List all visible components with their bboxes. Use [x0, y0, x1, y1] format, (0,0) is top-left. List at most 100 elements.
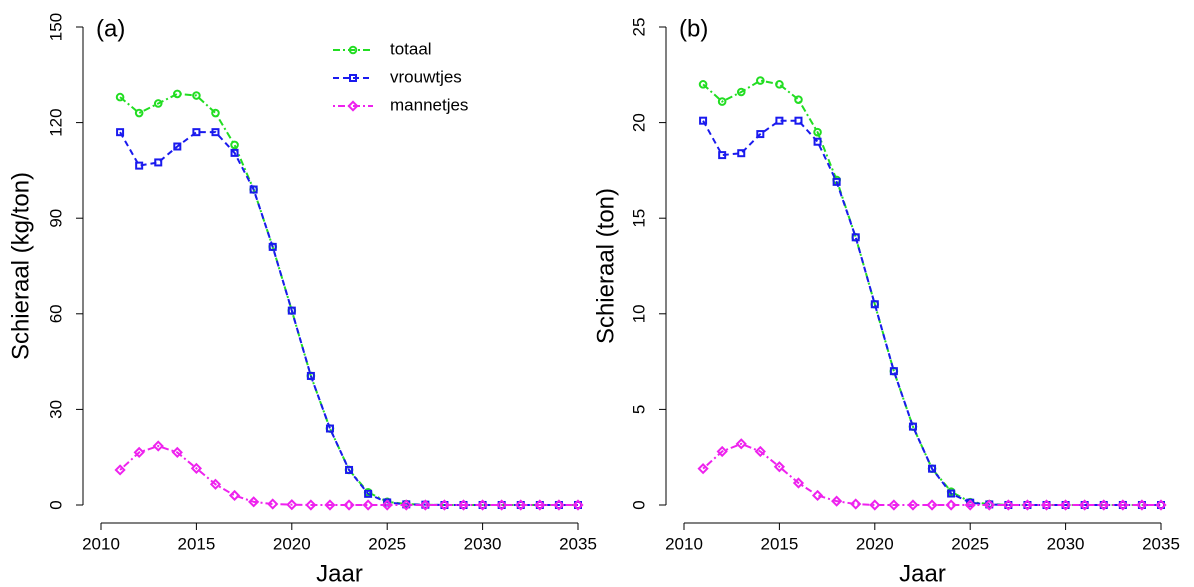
y-tick-label: 20 — [629, 113, 648, 132]
marker — [192, 91, 201, 100]
marker — [209, 478, 222, 490]
marker — [1136, 499, 1148, 511]
marker — [775, 80, 784, 89]
marker — [173, 142, 182, 151]
y-axis-label: Schieraal (kg/ton) — [7, 172, 34, 360]
y-tick-label: 150 — [46, 13, 65, 41]
y-tick-label: 0 — [46, 500, 65, 509]
marker — [947, 489, 956, 498]
legend-marker — [348, 45, 358, 55]
marker — [419, 499, 431, 511]
legend-marker — [347, 100, 359, 112]
marker — [889, 367, 898, 376]
marker — [171, 446, 183, 459]
marker — [698, 80, 708, 89]
marker — [305, 499, 317, 511]
marker — [286, 499, 298, 511]
marker — [735, 438, 747, 450]
marker — [192, 128, 201, 137]
marker — [496, 499, 508, 511]
marker — [813, 127, 822, 137]
y-tick-label: 10 — [629, 304, 648, 323]
legend-label: mannetjes — [390, 95, 468, 114]
marker — [133, 446, 145, 459]
marker — [287, 306, 296, 315]
legend-marker — [349, 74, 357, 82]
x-tick-label: 2010 — [665, 534, 703, 553]
series-line — [702, 79, 1161, 506]
marker — [267, 498, 279, 510]
marker — [1002, 499, 1014, 511]
marker — [114, 464, 126, 476]
legend-label: vrouwtjes — [390, 67, 462, 86]
marker — [228, 489, 241, 502]
marker — [230, 148, 239, 157]
marker — [831, 495, 843, 507]
marker — [737, 149, 746, 158]
marker — [343, 499, 355, 511]
marker — [134, 108, 144, 118]
marker — [325, 424, 334, 433]
series-line — [702, 119, 1161, 506]
marker — [306, 371, 315, 380]
y-tick-label: 30 — [46, 400, 65, 419]
marker — [928, 464, 937, 473]
x-tick-label: 2025 — [368, 534, 406, 553]
x-tick-label: 2015 — [177, 534, 215, 553]
y-tick-label: 0 — [629, 500, 648, 509]
marker — [400, 499, 412, 511]
marker — [718, 151, 727, 160]
marker — [364, 489, 373, 498]
marker — [457, 499, 470, 511]
marker — [794, 95, 803, 104]
marker — [1021, 499, 1034, 511]
x-tick-label: 2020 — [273, 534, 311, 553]
series-line — [702, 442, 1161, 506]
marker — [964, 499, 976, 511]
marker — [115, 92, 125, 102]
marker — [476, 499, 489, 511]
marker — [945, 499, 957, 511]
y-tick-label: 15 — [629, 209, 648, 228]
marker — [1040, 499, 1053, 511]
marker — [190, 462, 203, 474]
panel-label: (a) — [96, 15, 125, 42]
marker — [813, 137, 822, 146]
marker — [152, 440, 164, 452]
marker — [381, 499, 393, 511]
x-tick-label: 2030 — [1047, 534, 1085, 553]
marker — [870, 300, 879, 309]
marker — [324, 499, 336, 511]
series-line — [119, 131, 578, 506]
marker — [553, 499, 565, 511]
marker — [438, 499, 451, 511]
x-tick-label: 2015 — [760, 534, 798, 553]
marker — [775, 116, 784, 125]
x-tick-label: 2025 — [951, 534, 989, 553]
marker — [534, 499, 546, 511]
marker — [736, 87, 746, 97]
y-tick-label: 120 — [46, 108, 65, 136]
marker — [869, 499, 881, 511]
marker — [1117, 499, 1129, 511]
x-tick-label: 2010 — [82, 534, 120, 553]
y-tick-label: 25 — [629, 18, 648, 37]
marker — [1079, 499, 1091, 511]
y-tick-label: 90 — [46, 209, 65, 228]
marker — [1098, 499, 1110, 511]
marker — [983, 499, 995, 511]
marker — [173, 89, 182, 99]
x-tick-label: 2030 — [464, 534, 502, 553]
marker — [851, 233, 860, 242]
marker — [850, 498, 862, 510]
marker — [515, 499, 527, 511]
marker — [362, 499, 374, 511]
marker — [249, 185, 258, 194]
marker — [248, 496, 260, 508]
marker — [908, 422, 917, 431]
marker — [717, 97, 727, 106]
legend-label: totaal — [390, 39, 432, 58]
marker — [135, 161, 144, 170]
marker — [907, 499, 919, 511]
